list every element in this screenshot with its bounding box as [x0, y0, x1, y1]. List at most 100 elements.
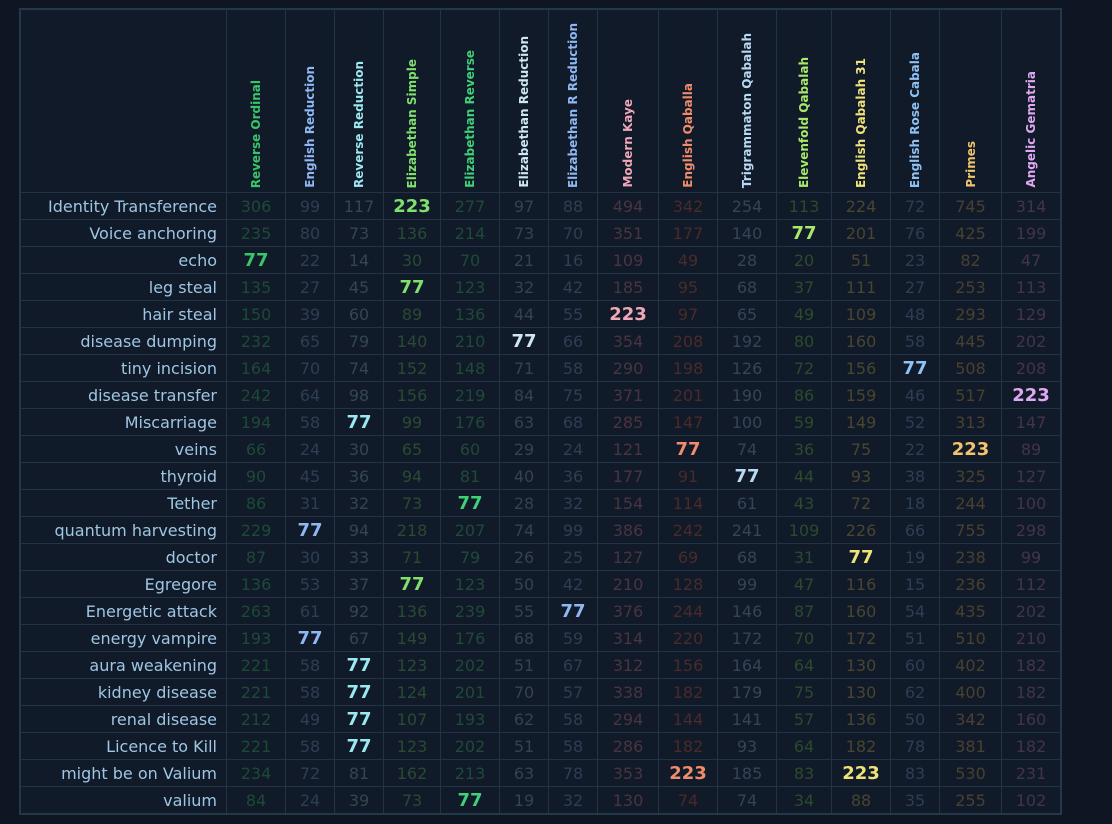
value-cell[interactable]: 232 [226, 327, 286, 355]
value-cell[interactable]: 58 [548, 354, 598, 382]
value-cell[interactable]: 202 [1001, 327, 1062, 355]
value-cell[interactable]: 43 [776, 489, 832, 517]
value-cell[interactable]: 77 [658, 435, 718, 463]
value-cell[interactable]: 214 [440, 219, 500, 247]
value-cell[interactable]: 83 [890, 759, 940, 787]
value-cell[interactable]: 193 [440, 705, 500, 733]
value-cell[interactable]: 314 [597, 624, 659, 652]
value-cell[interactable]: 60 [890, 651, 940, 679]
value-cell[interactable]: 285 [597, 408, 659, 436]
value-cell[interactable]: 185 [717, 759, 777, 787]
value-cell[interactable]: 63 [499, 759, 549, 787]
value-cell[interactable]: 22 [285, 246, 335, 274]
value-cell[interactable]: 123 [383, 651, 441, 679]
value-cell[interactable]: 109 [831, 300, 891, 328]
value-cell[interactable]: 210 [597, 570, 659, 598]
table-row[interactable]: veins 66 24 30 65 60 29 24 121 77 74 36 75 22 223 89 [19, 435, 1062, 463]
value-cell[interactable]: 208 [1001, 354, 1062, 382]
value-cell[interactable]: 28 [499, 489, 549, 517]
value-cell[interactable]: 136 [383, 219, 441, 247]
table-row[interactable]: might be on Valium 234 72 81 162 213 63 78 353 22… [19, 759, 1062, 787]
value-cell[interactable]: 202 [440, 651, 500, 679]
value-cell[interactable]: 95 [658, 273, 718, 301]
value-cell[interactable]: 39 [285, 300, 335, 328]
value-cell[interactable]: 68 [499, 624, 549, 652]
value-cell[interactable]: 51 [890, 624, 940, 652]
column-header[interactable]: English Reduction [285, 8, 335, 193]
value-cell[interactable]: 75 [776, 678, 832, 706]
table-row[interactable]: disease transfer 242 64 98 156 219 84 75 371 201 1… [19, 381, 1062, 409]
column-header[interactable]: Elizabethan Reduction [499, 8, 549, 193]
value-cell[interactable]: 226 [831, 516, 891, 544]
value-cell[interactable]: 312 [597, 651, 659, 679]
value-cell[interactable]: 15 [890, 570, 940, 598]
value-cell[interactable]: 58 [285, 408, 335, 436]
value-cell[interactable]: 35 [890, 786, 940, 815]
table-row[interactable]: valium 84 24 39 73 77 19 32 130 74 74 34 88 35 255 102 [19, 786, 1062, 815]
value-cell[interactable]: 510 [939, 624, 1002, 652]
value-cell[interactable]: 77 [776, 219, 832, 247]
value-cell[interactable]: 32 [334, 489, 384, 517]
value-cell[interactable]: 72 [831, 489, 891, 517]
value-cell[interactable]: 45 [285, 462, 335, 490]
value-cell[interactable]: 88 [831, 786, 891, 815]
value-cell[interactable]: 89 [1001, 435, 1062, 463]
value-cell[interactable]: 192 [717, 327, 777, 355]
value-cell[interactable]: 114 [658, 489, 718, 517]
value-cell[interactable]: 71 [499, 354, 549, 382]
value-cell[interactable]: 76 [890, 219, 940, 247]
value-cell[interactable]: 61 [285, 597, 335, 625]
value-cell[interactable]: 400 [939, 678, 1002, 706]
value-cell[interactable]: 64 [776, 651, 832, 679]
value-cell[interactable]: 129 [1001, 300, 1062, 328]
value-cell[interactable]: 102 [1001, 786, 1062, 815]
value-cell[interactable]: 221 [226, 678, 286, 706]
value-cell[interactable]: 42 [548, 273, 598, 301]
value-cell[interactable]: 136 [831, 705, 891, 733]
value-cell[interactable]: 201 [658, 381, 718, 409]
value-cell[interactable]: 93 [831, 462, 891, 490]
value-cell[interactable]: 123 [440, 570, 500, 598]
value-cell[interactable]: 290 [597, 354, 659, 382]
value-cell[interactable]: 123 [440, 273, 500, 301]
value-cell[interactable]: 24 [285, 435, 335, 463]
value-cell[interactable]: 140 [717, 219, 777, 247]
value-cell[interactable]: 201 [831, 219, 891, 247]
value-cell[interactable]: 381 [939, 732, 1002, 760]
value-cell[interactable]: 127 [597, 543, 659, 571]
value-cell[interactable]: 50 [890, 705, 940, 733]
value-cell[interactable]: 112 [1001, 570, 1062, 598]
value-cell[interactable]: 113 [1001, 273, 1062, 301]
value-cell[interactable]: 306 [226, 192, 286, 220]
value-cell[interactable]: 59 [548, 624, 598, 652]
value-cell[interactable]: 152 [383, 354, 441, 382]
value-cell[interactable]: 223 [831, 759, 891, 787]
value-cell[interactable]: 77 [334, 732, 384, 760]
value-cell[interactable]: 51 [831, 246, 891, 274]
value-cell[interactable]: 238 [939, 543, 1002, 571]
value-cell[interactable]: 140 [383, 327, 441, 355]
value-cell[interactable]: 244 [939, 489, 1002, 517]
value-cell[interactable]: 182 [658, 678, 718, 706]
value-cell[interactable]: 354 [597, 327, 659, 355]
value-cell[interactable]: 235 [226, 219, 286, 247]
table-row[interactable]: tiny incision 164 70 74 152 148 71 58 290 198 126 7… [19, 354, 1062, 382]
value-cell[interactable]: 19 [499, 786, 549, 815]
value-cell[interactable]: 212 [226, 705, 286, 733]
value-cell[interactable]: 70 [499, 678, 549, 706]
value-cell[interactable]: 207 [440, 516, 500, 544]
value-cell[interactable]: 89 [383, 300, 441, 328]
value-cell[interactable]: 77 [334, 678, 384, 706]
value-cell[interactable]: 126 [717, 354, 777, 382]
value-cell[interactable]: 68 [548, 408, 598, 436]
value-cell[interactable]: 74 [658, 786, 718, 815]
value-cell[interactable]: 18 [890, 489, 940, 517]
value-cell[interactable]: 149 [383, 624, 441, 652]
value-cell[interactable]: 64 [285, 381, 335, 409]
value-cell[interactable]: 338 [597, 678, 659, 706]
value-cell[interactable]: 117 [334, 192, 384, 220]
value-cell[interactable]: 239 [440, 597, 500, 625]
value-cell[interactable]: 57 [776, 705, 832, 733]
column-header[interactable]: Elizabethan Simple [383, 8, 441, 193]
value-cell[interactable]: 99 [383, 408, 441, 436]
